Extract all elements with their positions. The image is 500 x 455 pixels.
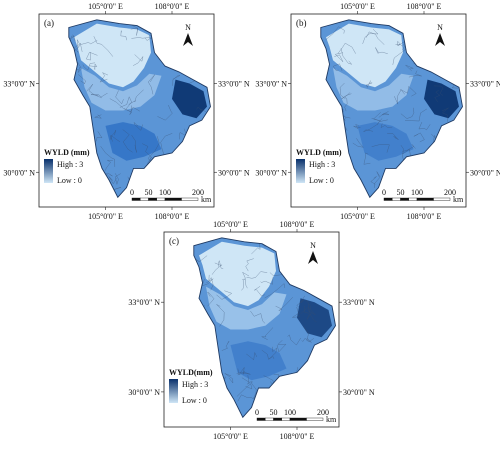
scale-bar-tick-label: 50 bbox=[145, 188, 153, 197]
scale-bar-tick-label: 50 bbox=[270, 408, 278, 417]
scale-bar-tick-label: 200 bbox=[317, 408, 329, 417]
scale-bar-unit: km bbox=[326, 415, 337, 424]
legend-title: WYLD (mm) bbox=[44, 148, 90, 157]
right-latitude-label: 33°0'0" N bbox=[470, 79, 500, 88]
north-arrow-icon: N bbox=[308, 241, 318, 264]
top-longitude-label: 105°0'0" E bbox=[213, 220, 248, 229]
panel-label: (c) bbox=[169, 236, 179, 246]
top-longitude-label: 108°0'0" E bbox=[280, 220, 315, 229]
left-latitude-label: 30°0'0" N bbox=[255, 168, 287, 177]
legend-high-label: High : 3 bbox=[309, 160, 335, 169]
scale-bar-unit: km bbox=[201, 195, 212, 204]
scale-bar-tick-label: 0 bbox=[130, 188, 134, 197]
watershed-region bbox=[193, 237, 336, 418]
scale-bar-unit: km bbox=[453, 195, 464, 204]
top-longitude-label: 108°0'0" E bbox=[407, 2, 442, 11]
top-longitude-label: 105°0'0" E bbox=[88, 2, 123, 11]
bottom-longitude-label: 108°0'0" E bbox=[407, 212, 442, 221]
north-arrow-icon: N bbox=[435, 23, 445, 46]
legend: WYLD (mm) High : 3 Low : 0 bbox=[296, 148, 342, 185]
legend: WYLD (mm) High : 3 Low : 0 bbox=[44, 148, 90, 185]
legend-low-label: Low : 0 bbox=[57, 176, 82, 185]
left-latitude-label: 30°0'0" N bbox=[128, 388, 160, 397]
scale-bar-tick-label: 100 bbox=[159, 188, 171, 197]
left-latitude-label: 30°0'0" N bbox=[3, 168, 35, 177]
scale-bar-tick-label: 50 bbox=[397, 188, 405, 197]
legend-low-label: Low : 0 bbox=[309, 176, 334, 185]
legend-high-label: High : 3 bbox=[57, 160, 83, 169]
right-latitude-label: 30°0'0" N bbox=[218, 168, 250, 177]
scale-bar-tick-label: 0 bbox=[382, 188, 386, 197]
legend-color-ramp bbox=[169, 379, 178, 403]
scale-bar-tick-label: 0 bbox=[255, 408, 259, 417]
map-panel-b: (b) 105°0'0" E 105°0'0" E 108°0'0" E 108°0'0… bbox=[255, 2, 500, 221]
legend-color-ramp bbox=[44, 159, 53, 183]
north-arrow-label: N bbox=[185, 23, 191, 32]
legend-high-label: High : 3 bbox=[182, 380, 208, 389]
right-latitude-label: 30°0'0" N bbox=[343, 388, 375, 397]
top-longitude-label: 108°0'0" E bbox=[155, 2, 190, 11]
region-outline bbox=[68, 19, 211, 199]
panel-label: (b) bbox=[296, 18, 307, 28]
bottom-longitude-label: 108°0'0" E bbox=[155, 212, 190, 221]
region-outline bbox=[320, 19, 463, 199]
scale-bar-tick-label: 100 bbox=[284, 408, 296, 417]
region-outline bbox=[193, 237, 336, 419]
bottom-longitude-label: 105°0'0" E bbox=[340, 212, 375, 221]
right-latitude-label: 33°0'0" N bbox=[343, 298, 375, 307]
north-arrow-icon: N bbox=[183, 23, 193, 46]
left-latitude-label: 33°0'0" N bbox=[128, 298, 160, 307]
right-latitude-label: 30°0'0" N bbox=[470, 168, 500, 177]
bottom-longitude-label: 105°0'0" E bbox=[88, 212, 123, 221]
legend-title: WYLD(mm) bbox=[169, 368, 213, 377]
scale-bar-tick-label: 200 bbox=[444, 188, 456, 197]
scale-bar-tick-label: 100 bbox=[411, 188, 423, 197]
north-arrow-label: N bbox=[310, 241, 316, 250]
legend-low-label: Low : 0 bbox=[182, 396, 207, 405]
left-latitude-label: 33°0'0" N bbox=[3, 79, 35, 88]
legend: WYLD(mm) High : 3 Low : 0 bbox=[169, 368, 213, 405]
left-latitude-label: 33°0'0" N bbox=[255, 79, 287, 88]
bottom-longitude-label: 105°0'0" E bbox=[213, 432, 248, 441]
top-longitude-label: 105°0'0" E bbox=[340, 2, 375, 11]
map-panel-a: (a) 105°0'0" E 105°0'0" E 108°0'0" E 108°0'0… bbox=[3, 2, 250, 221]
legend-title: WYLD (mm) bbox=[296, 148, 342, 157]
watershed-region bbox=[68, 19, 211, 198]
panel-label: (a) bbox=[44, 18, 54, 28]
map-panel-c: (c) 105°0'0" E 105°0'0" E 108°0'0" E 108°0'0… bbox=[128, 220, 375, 441]
right-latitude-label: 33°0'0" N bbox=[218, 79, 250, 88]
north-arrow-label: N bbox=[437, 23, 443, 32]
scale-bar-tick-label: 200 bbox=[192, 188, 204, 197]
legend-color-ramp bbox=[296, 159, 305, 183]
bottom-longitude-label: 108°0'0" E bbox=[280, 432, 315, 441]
